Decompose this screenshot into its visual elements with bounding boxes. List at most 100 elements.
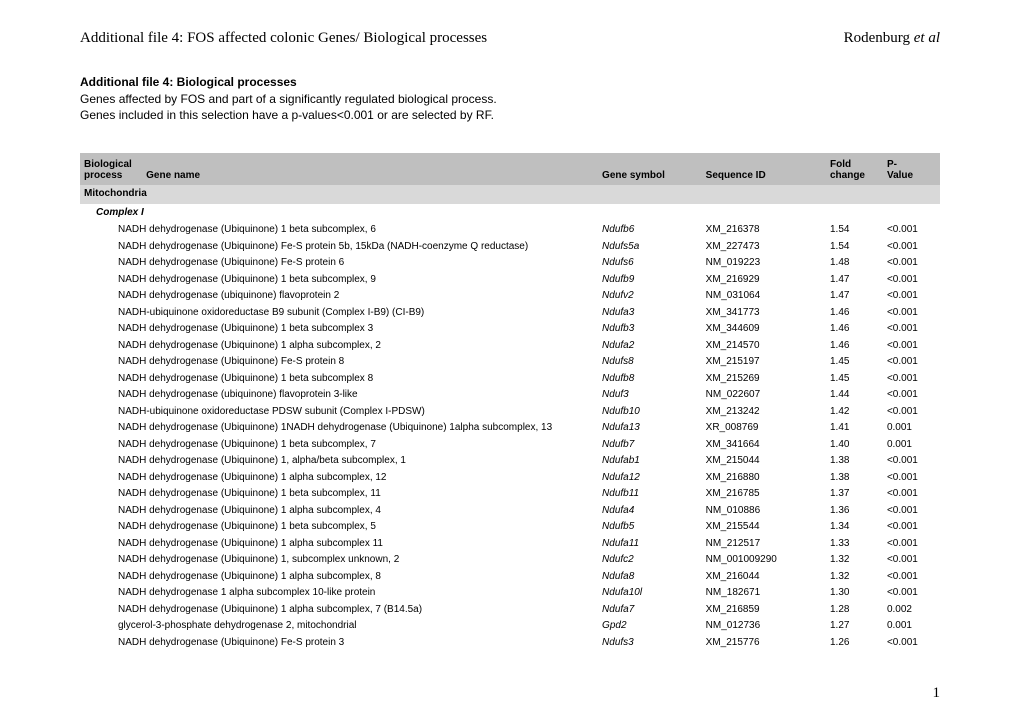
cell-sequence-id: XM_216378 [702, 222, 826, 239]
page-header: Additional file 4: FOS affected colonic … [80, 30, 940, 47]
cell-sequence-id: XM_214570 [702, 338, 826, 355]
cell-gene-symbol: Ndufa13 [598, 420, 702, 437]
cell-fold-change: 1.47 [826, 288, 883, 305]
cell-sequence-id: NM_012736 [702, 618, 826, 635]
cell-gene-name: NADH dehydrogenase (ubiquinone) flavopro… [80, 288, 598, 305]
table-row: NADH dehydrogenase (Ubiquinone) 1, subco… [80, 552, 940, 569]
cell-gene-name: NADH dehydrogenase (Ubiquinone) 1NADH de… [80, 420, 598, 437]
cell-sequence-id: XM_341773 [702, 305, 826, 322]
cell-fold-change: 1.28 [826, 602, 883, 619]
cell-fold-change: 1.45 [826, 371, 883, 388]
cell-gene-name: NADH dehydrogenase (Ubiquinone) 1 beta s… [80, 519, 598, 536]
cell-gene-name: NADH dehydrogenase (Ubiquinone) 1 alpha … [80, 569, 598, 586]
cell-p-value: <0.001 [883, 222, 940, 239]
cell-p-value: <0.001 [883, 371, 940, 388]
table-row: NADH dehydrogenase (Ubiquinone) 1, alpha… [80, 453, 940, 470]
cell-gene-symbol: Ndufa12 [598, 470, 702, 487]
cell-gene-name: NADH dehydrogenase (Ubiquinone) 1 beta s… [80, 486, 598, 503]
table-row: NADH dehydrogenase (Ubiquinone) 1 beta s… [80, 321, 940, 338]
cell-gene-name: NADH dehydrogenase (Ubiquinone) 1 beta s… [80, 272, 598, 289]
table-row: NADH dehydrogenase (ubiquinone) flavopro… [80, 288, 940, 305]
cell-sequence-id: NM_022607 [702, 387, 826, 404]
cell-fold-change: 1.48 [826, 255, 883, 272]
cell-fold-change: 1.33 [826, 536, 883, 553]
table-row: NADH-ubiquinone oxidoreductase PDSW subu… [80, 404, 940, 421]
table-row: NADH dehydrogenase 1 alpha subcomplex 10… [80, 585, 940, 602]
cell-p-value: <0.001 [883, 519, 940, 536]
cell-gene-name: NADH dehydrogenase (Ubiquinone) 1 alpha … [80, 602, 598, 619]
cell-fold-change: 1.40 [826, 437, 883, 454]
cell-sequence-id: XM_215776 [702, 635, 826, 652]
cell-sequence-id: XM_216859 [702, 602, 826, 619]
cell-sequence-id: XM_216785 [702, 486, 826, 503]
cell-gene-name: NADH dehydrogenase 1 alpha subcomplex 10… [80, 585, 598, 602]
section-title: Additional file 4: Biological processes [80, 75, 940, 89]
cell-p-value: <0.001 [883, 239, 940, 256]
cell-p-value: <0.001 [883, 288, 940, 305]
col-fold-change: Foldchange [826, 153, 883, 185]
cell-fold-change: 1.38 [826, 453, 883, 470]
cell-gene-name: NADH dehydrogenase (Ubiquinone) Fe-S pro… [80, 239, 598, 256]
table-header: Biologicalprocess Gene name Gene symbol … [80, 153, 940, 185]
cell-gene-symbol: Ndufb9 [598, 272, 702, 289]
cell-sequence-id: XM_215044 [702, 453, 826, 470]
table-row: NADH dehydrogenase (ubiquinone) flavopro… [80, 387, 940, 404]
cell-gene-symbol: Nduf3 [598, 387, 702, 404]
cell-gene-name: NADH dehydrogenase (Ubiquinone) 1 alpha … [80, 503, 598, 520]
table-row: NADH dehydrogenase (Ubiquinone) 1 beta s… [80, 437, 940, 454]
cell-gene-symbol: Ndufv2 [598, 288, 702, 305]
cell-fold-change: 1.44 [826, 387, 883, 404]
group-row: Mitochondria [80, 185, 940, 204]
cell-sequence-id: NM_010886 [702, 503, 826, 520]
cell-p-value: <0.001 [883, 255, 940, 272]
table-row: NADH dehydrogenase (Ubiquinone) 1 alpha … [80, 602, 940, 619]
subgroup-row: Complex I [80, 204, 940, 223]
table-row: NADH dehydrogenase (Ubiquinone) Fe-S pro… [80, 354, 940, 371]
cell-sequence-id: XM_344609 [702, 321, 826, 338]
cell-gene-name: NADH dehydrogenase (Ubiquinone) 1 alpha … [80, 470, 598, 487]
table-row: NADH dehydrogenase (Ubiquinone) 1 alpha … [80, 503, 940, 520]
cell-p-value: <0.001 [883, 536, 940, 553]
cell-gene-symbol: Ndufb3 [598, 321, 702, 338]
cell-gene-name: NADH dehydrogenase (Ubiquinone) 1, alpha… [80, 453, 598, 470]
col-sequence-id: Sequence ID [702, 153, 826, 185]
table-row: NADH dehydrogenase (Ubiquinone) 1 beta s… [80, 486, 940, 503]
cell-fold-change: 1.27 [826, 618, 883, 635]
cell-gene-symbol: Ndufa7 [598, 602, 702, 619]
cell-fold-change: 1.36 [826, 503, 883, 520]
table-row: NADH-ubiquinone oxidoreductase B9 subuni… [80, 305, 940, 322]
cell-gene-name: NADH dehydrogenase (Ubiquinone) 1 beta s… [80, 222, 598, 239]
cell-p-value: <0.001 [883, 453, 940, 470]
cell-gene-name: NADH dehydrogenase (ubiquinone) flavopro… [80, 387, 598, 404]
cell-sequence-id: XM_215269 [702, 371, 826, 388]
cell-sequence-id: XM_341664 [702, 437, 826, 454]
cell-gene-symbol: Ndufb6 [598, 222, 702, 239]
table-row: NADH dehydrogenase (Ubiquinone) 1 beta s… [80, 222, 940, 239]
col-p-value: P-Value [883, 153, 940, 185]
cell-p-value: 0.001 [883, 437, 940, 454]
cell-gene-name: NADH dehydrogenase (Ubiquinone) 1, subco… [80, 552, 598, 569]
cell-gene-symbol: Ndufb10 [598, 404, 702, 421]
cell-p-value: <0.001 [883, 552, 940, 569]
cell-gene-name: NADH dehydrogenase (Ubiquinone) Fe-S pro… [80, 354, 598, 371]
cell-gene-name: NADH dehydrogenase (Ubiquinone) 1 alpha … [80, 338, 598, 355]
cell-sequence-id: NM_212517 [702, 536, 826, 553]
cell-p-value: <0.001 [883, 470, 940, 487]
table-body: Mitochondria Complex I NADH dehydrogenas… [80, 185, 940, 651]
cell-sequence-id: XR_008769 [702, 420, 826, 437]
cell-gene-symbol: Ndufb8 [598, 371, 702, 388]
table-row: NADH dehydrogenase (Ubiquinone) 1 alpha … [80, 536, 940, 553]
cell-fold-change: 1.26 [826, 635, 883, 652]
cell-p-value: <0.001 [883, 354, 940, 371]
cell-gene-symbol: Ndufa2 [598, 338, 702, 355]
table-row: NADH dehydrogenase (Ubiquinone) Fe-S pro… [80, 635, 940, 652]
cell-fold-change: 1.37 [826, 486, 883, 503]
cell-p-value: <0.001 [883, 272, 940, 289]
cell-gene-symbol: Ndufs3 [598, 635, 702, 652]
cell-p-value: <0.001 [883, 635, 940, 652]
cell-fold-change: 1.54 [826, 222, 883, 239]
page-header-author: Rodenburg et al [844, 30, 940, 47]
cell-sequence-id: XM_215544 [702, 519, 826, 536]
cell-gene-name: glycerol-3-phosphate dehydrogenase 2, mi… [80, 618, 598, 635]
cell-gene-symbol: Ndufs6 [598, 255, 702, 272]
